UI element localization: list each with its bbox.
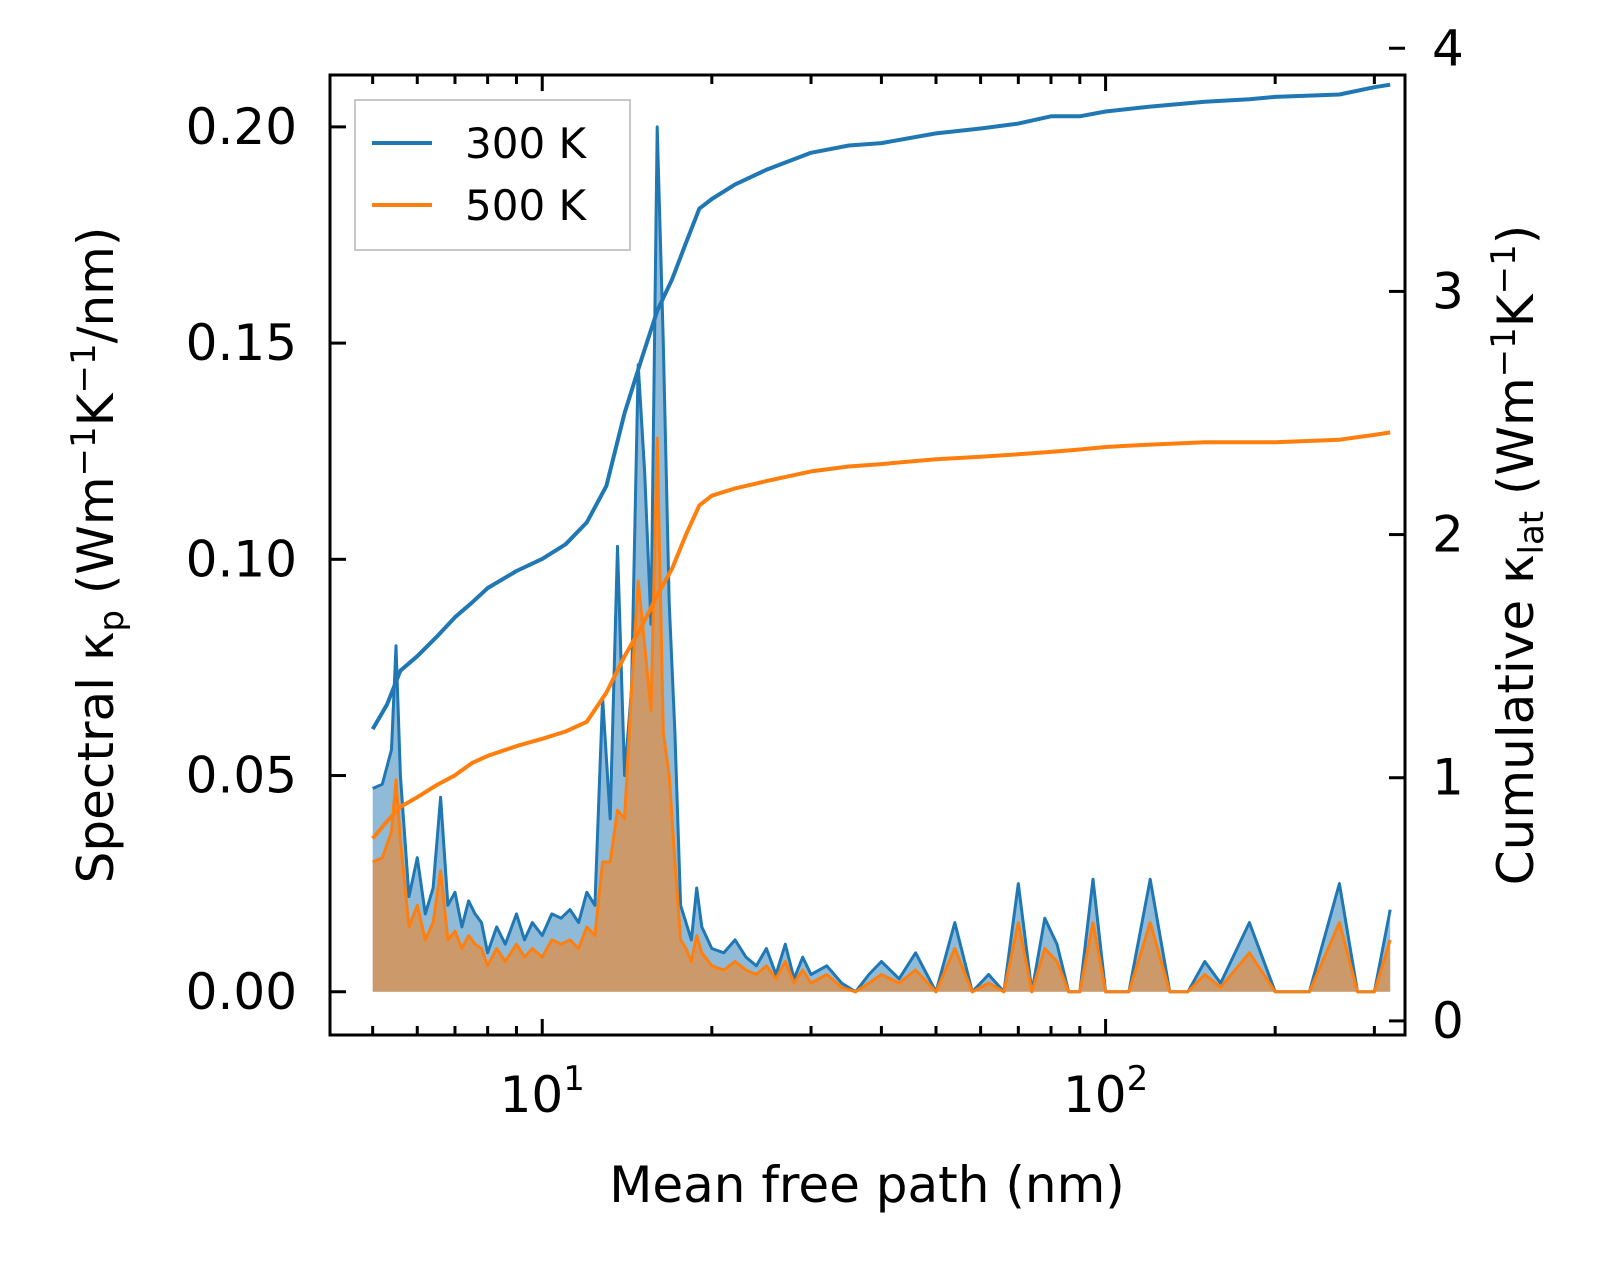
x-tick-label: 102 (1063, 1059, 1148, 1124)
legend-label-300k: 300 K (465, 119, 588, 168)
plot-area (370, 82, 1392, 994)
legend: 300 K 500 K (354, 99, 631, 251)
legend-box (354, 99, 631, 251)
spectral-fill-500k (372, 438, 1391, 992)
y-axis-title-left: Spectral κp (Wm−1K−1/nm) (64, 227, 132, 884)
y-left-tick-label: 0.00 (186, 963, 297, 1021)
cumulative-line-500k (371, 430, 1391, 840)
y-left-tick-label: 0.10 (186, 530, 297, 588)
cumulative-line-300k (370, 82, 1391, 731)
x-tick-label: 101 (500, 1059, 585, 1124)
y-right-tick-label: 3 (1432, 262, 1464, 320)
y-right-tick-label: 0 (1432, 992, 1464, 1050)
y-left-tick-label: 0.15 (186, 314, 297, 372)
y-right-tick-label: 2 (1432, 506, 1464, 564)
y-right-tick-label: 4 (1432, 19, 1464, 77)
y-left-tick-label: 0.05 (186, 747, 297, 805)
spectral-line-500k (372, 436, 1392, 994)
x-axis-title: Mean free path (nm) (609, 1156, 1125, 1214)
y-left-tick-label: 0.20 (186, 98, 297, 156)
legend-label-500k: 500 K (465, 181, 588, 230)
y-right-tick-label: 1 (1432, 749, 1464, 807)
axes-frame (328, 73, 1407, 1037)
y-axis-title-right: Cumulative κlat (Wm−1K−1) (1484, 225, 1552, 885)
